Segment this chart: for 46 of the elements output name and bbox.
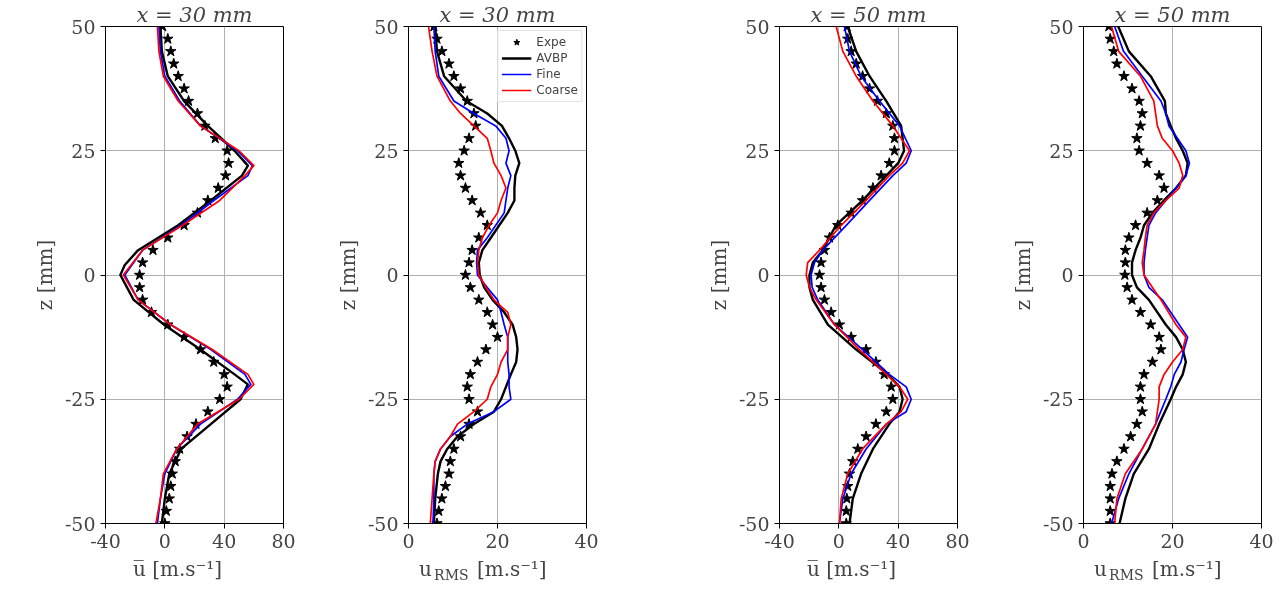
y-axis-title: z [mm] [1010,239,1035,311]
y-tick-label: 50 [745,15,770,38]
x-tick-label: 0 [158,529,171,552]
legend-label: Fine [536,66,561,82]
x-tick-label: 40 [212,529,237,552]
x-tick-label: 0 [1077,529,1090,552]
y-axis-title: z [mm] [335,239,360,311]
x-tick-label: 40 [886,529,911,552]
y-tick-label: 50 [374,15,399,38]
legend-label: AVBP [536,50,568,66]
y-tick-label: 0 [757,264,770,286]
y-tick-label: -25 [1042,388,1074,411]
y-tick-label: -50 [738,512,770,535]
chart-title: x = 30 mm [136,2,253,27]
y-tick-label: 50 [1049,15,1074,38]
y-tick-label: 25 [1049,139,1074,162]
chart-title: x = 50 mm [1114,2,1231,27]
y-tick-label: 50 [71,15,96,38]
y-tick-label: -25 [367,388,399,411]
y-tick-label: 25 [71,139,96,162]
y-tick-label: 25 [745,139,770,162]
y-tick-label: 25 [374,139,399,162]
x-tick-label: 40 [574,529,599,552]
y-tick-label: 0 [386,264,399,286]
y-tick-label: -25 [738,388,770,411]
x-tick-label: 80 [271,529,296,552]
y-tick-label: 0 [1061,264,1074,286]
x-tick-label: 40 [1249,529,1274,552]
legend-label: Coarse [536,82,578,98]
y-tick-label: -25 [64,388,96,411]
y-tick-label: -50 [367,512,399,535]
y-tick-label: 0 [83,264,96,286]
x-tick-label: 0 [402,529,415,552]
chart-title: x = 30 mm [439,2,556,27]
legend-label: Expe [536,34,567,50]
x-tick-label: 0 [832,529,845,552]
x-tick-label: 20 [1160,529,1185,552]
y-axis-title: z [mm] [32,239,57,311]
y-axis-title: z [mm] [706,239,731,311]
chart-title: x = 50 mm [810,2,927,27]
x-axis-title: u̅ [m.s⁻¹] [133,556,223,581]
x-tick-label: 20 [485,529,510,552]
y-tick-label: -50 [1042,512,1074,535]
x-axis-title: u̅ [m.s⁻¹] [807,556,897,581]
y-tick-label: -50 [64,512,96,535]
x-tick-label: 80 [945,529,970,552]
